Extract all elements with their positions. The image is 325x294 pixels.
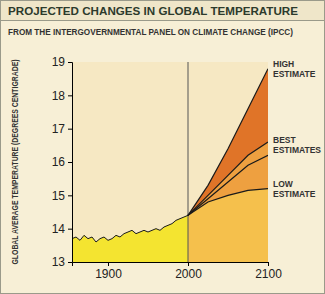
- x-tick: 2000: [175, 262, 202, 281]
- x-tick-label: 2000: [175, 267, 202, 281]
- y-tick-label: 15: [52, 189, 66, 203]
- annotation: LOWESTIMATE: [273, 179, 316, 199]
- annotation: HIGHESTIMATE: [273, 59, 316, 79]
- y-tick-mark: [68, 62, 72, 63]
- line: [72, 215, 188, 242]
- annotation-line: BEST: [273, 135, 296, 145]
- y-tick: 19: [52, 55, 72, 69]
- y-tick-mark: [68, 195, 72, 196]
- x-axis: 1900 2000 2100: [73, 262, 283, 281]
- line: [188, 189, 268, 216]
- x-axis-line: [73, 263, 269, 267]
- y-tick-label: 18: [52, 89, 66, 103]
- y-axis-title: GLOBAL AVERAGE TEMPERATURE (DEGREES CENT…: [9, 60, 20, 265]
- y-axis: 13 14 15 16 17 18 19: [52, 55, 73, 269]
- y-tick-label: 13: [52, 255, 66, 269]
- plot-background: [72, 62, 268, 262]
- x-tick-mark: [188, 262, 189, 266]
- area: [188, 142, 268, 262]
- annotation-line: LOW: [273, 179, 294, 189]
- y-tick-label: 17: [52, 122, 66, 136]
- y-tick: 17: [52, 122, 72, 136]
- area: [72, 215, 188, 262]
- y-tick: 18: [52, 89, 72, 103]
- divider: [188, 62, 189, 262]
- subtitle: FROM THE INTERGOVERNMENTAL PANEL ON CLIM…: [8, 27, 293, 37]
- y-tick: 14: [52, 222, 72, 236]
- x-tick: 2100: [255, 262, 282, 281]
- background: [1, 1, 325, 294]
- area: [188, 155, 268, 262]
- y-tick-label: 16: [52, 155, 66, 169]
- x-tick-mark: [268, 262, 269, 266]
- x-tick-mark: [108, 262, 109, 266]
- y-tick-mark: [68, 162, 72, 163]
- line: [188, 155, 268, 215]
- annotation-line: ESTIMATE: [273, 69, 316, 79]
- marks: [72, 62, 268, 262]
- y-tick-mark: [68, 129, 72, 130]
- x-tick: 1900: [95, 262, 122, 281]
- area: [188, 69, 268, 262]
- annotation-line: ESTIMATE: [273, 189, 316, 199]
- x-tick-label: 2100: [255, 267, 282, 281]
- annotation-line: ESTIMATES: [273, 145, 321, 155]
- title: PROJECTED CHANGES IN GLOBAL TEMPERATURE: [8, 5, 298, 17]
- line: [188, 142, 268, 215]
- annotation: BESTESTIMATES: [273, 135, 321, 155]
- area: [188, 189, 268, 262]
- y-tick-mark: [68, 262, 72, 263]
- x-tick-label: 1900: [95, 267, 122, 281]
- line: [188, 69, 268, 216]
- y-tick-label: 14: [52, 222, 66, 236]
- y-tick-label: 19: [52, 55, 66, 69]
- chart: PROJECTED CHANGES IN GLOBAL TEMPERATURE F…: [0, 0, 325, 294]
- annotation-line: HIGH: [273, 59, 294, 69]
- y-tick-mark: [68, 229, 72, 230]
- title-bar: [1, 1, 325, 21]
- y-tick: 15: [52, 189, 72, 203]
- y-tick-mark: [68, 95, 72, 96]
- y-tick: 16: [52, 155, 72, 169]
- y-axis-line: [68, 63, 73, 263]
- y-tick: 13: [52, 255, 72, 269]
